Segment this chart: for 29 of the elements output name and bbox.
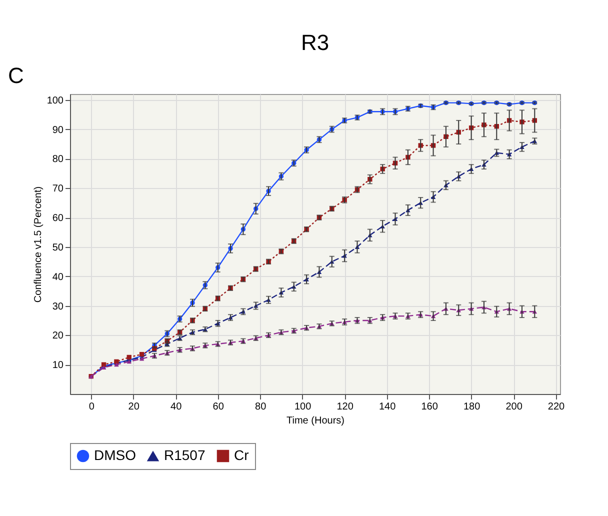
x-tick-label: 120 [336, 402, 354, 412]
x-tick-label: 60 [212, 402, 224, 412]
x-axis-title: Time (Hours) [286, 416, 344, 426]
y-tick-label: 60 [52, 213, 64, 224]
x-tick-label: 100 [294, 402, 312, 412]
y-tick-label: 20 [52, 330, 64, 342]
legend-label: Cr [234, 447, 250, 463]
y-tick-label: 80 [52, 154, 64, 166]
x-tick-label: 20 [128, 402, 140, 412]
chart-title: R3 [300, 30, 330, 55]
x-tick-label: 80 [255, 402, 267, 412]
legend-label: R1507 [164, 447, 206, 463]
x-tick-label: 160 [421, 402, 438, 412]
y-tick-label: 40 [52, 272, 64, 283]
y-tick-label: 70 [52, 184, 64, 195]
y-tick-label: 90 [52, 124, 64, 136]
text: C [8, 63, 24, 88]
y-axis-title: Confluence v1.5 (Percent) [32, 186, 44, 303]
y-tick-label: 50 [52, 242, 64, 254]
y-tick-label: 100 [46, 95, 64, 106]
x-tick-label: 220 [548, 402, 566, 412]
x-tick-label: 40 [170, 402, 182, 412]
x-tick-label: 180 [463, 402, 481, 412]
legend-label: DMSO [94, 447, 136, 463]
y-tick-label: 10 [52, 360, 64, 372]
x-tick-label: 0 [88, 402, 95, 412]
x-tick-label: 140 [378, 402, 396, 412]
y-tick-label: 30 [52, 301, 64, 312]
x-tick-label: 200 [506, 402, 523, 412]
